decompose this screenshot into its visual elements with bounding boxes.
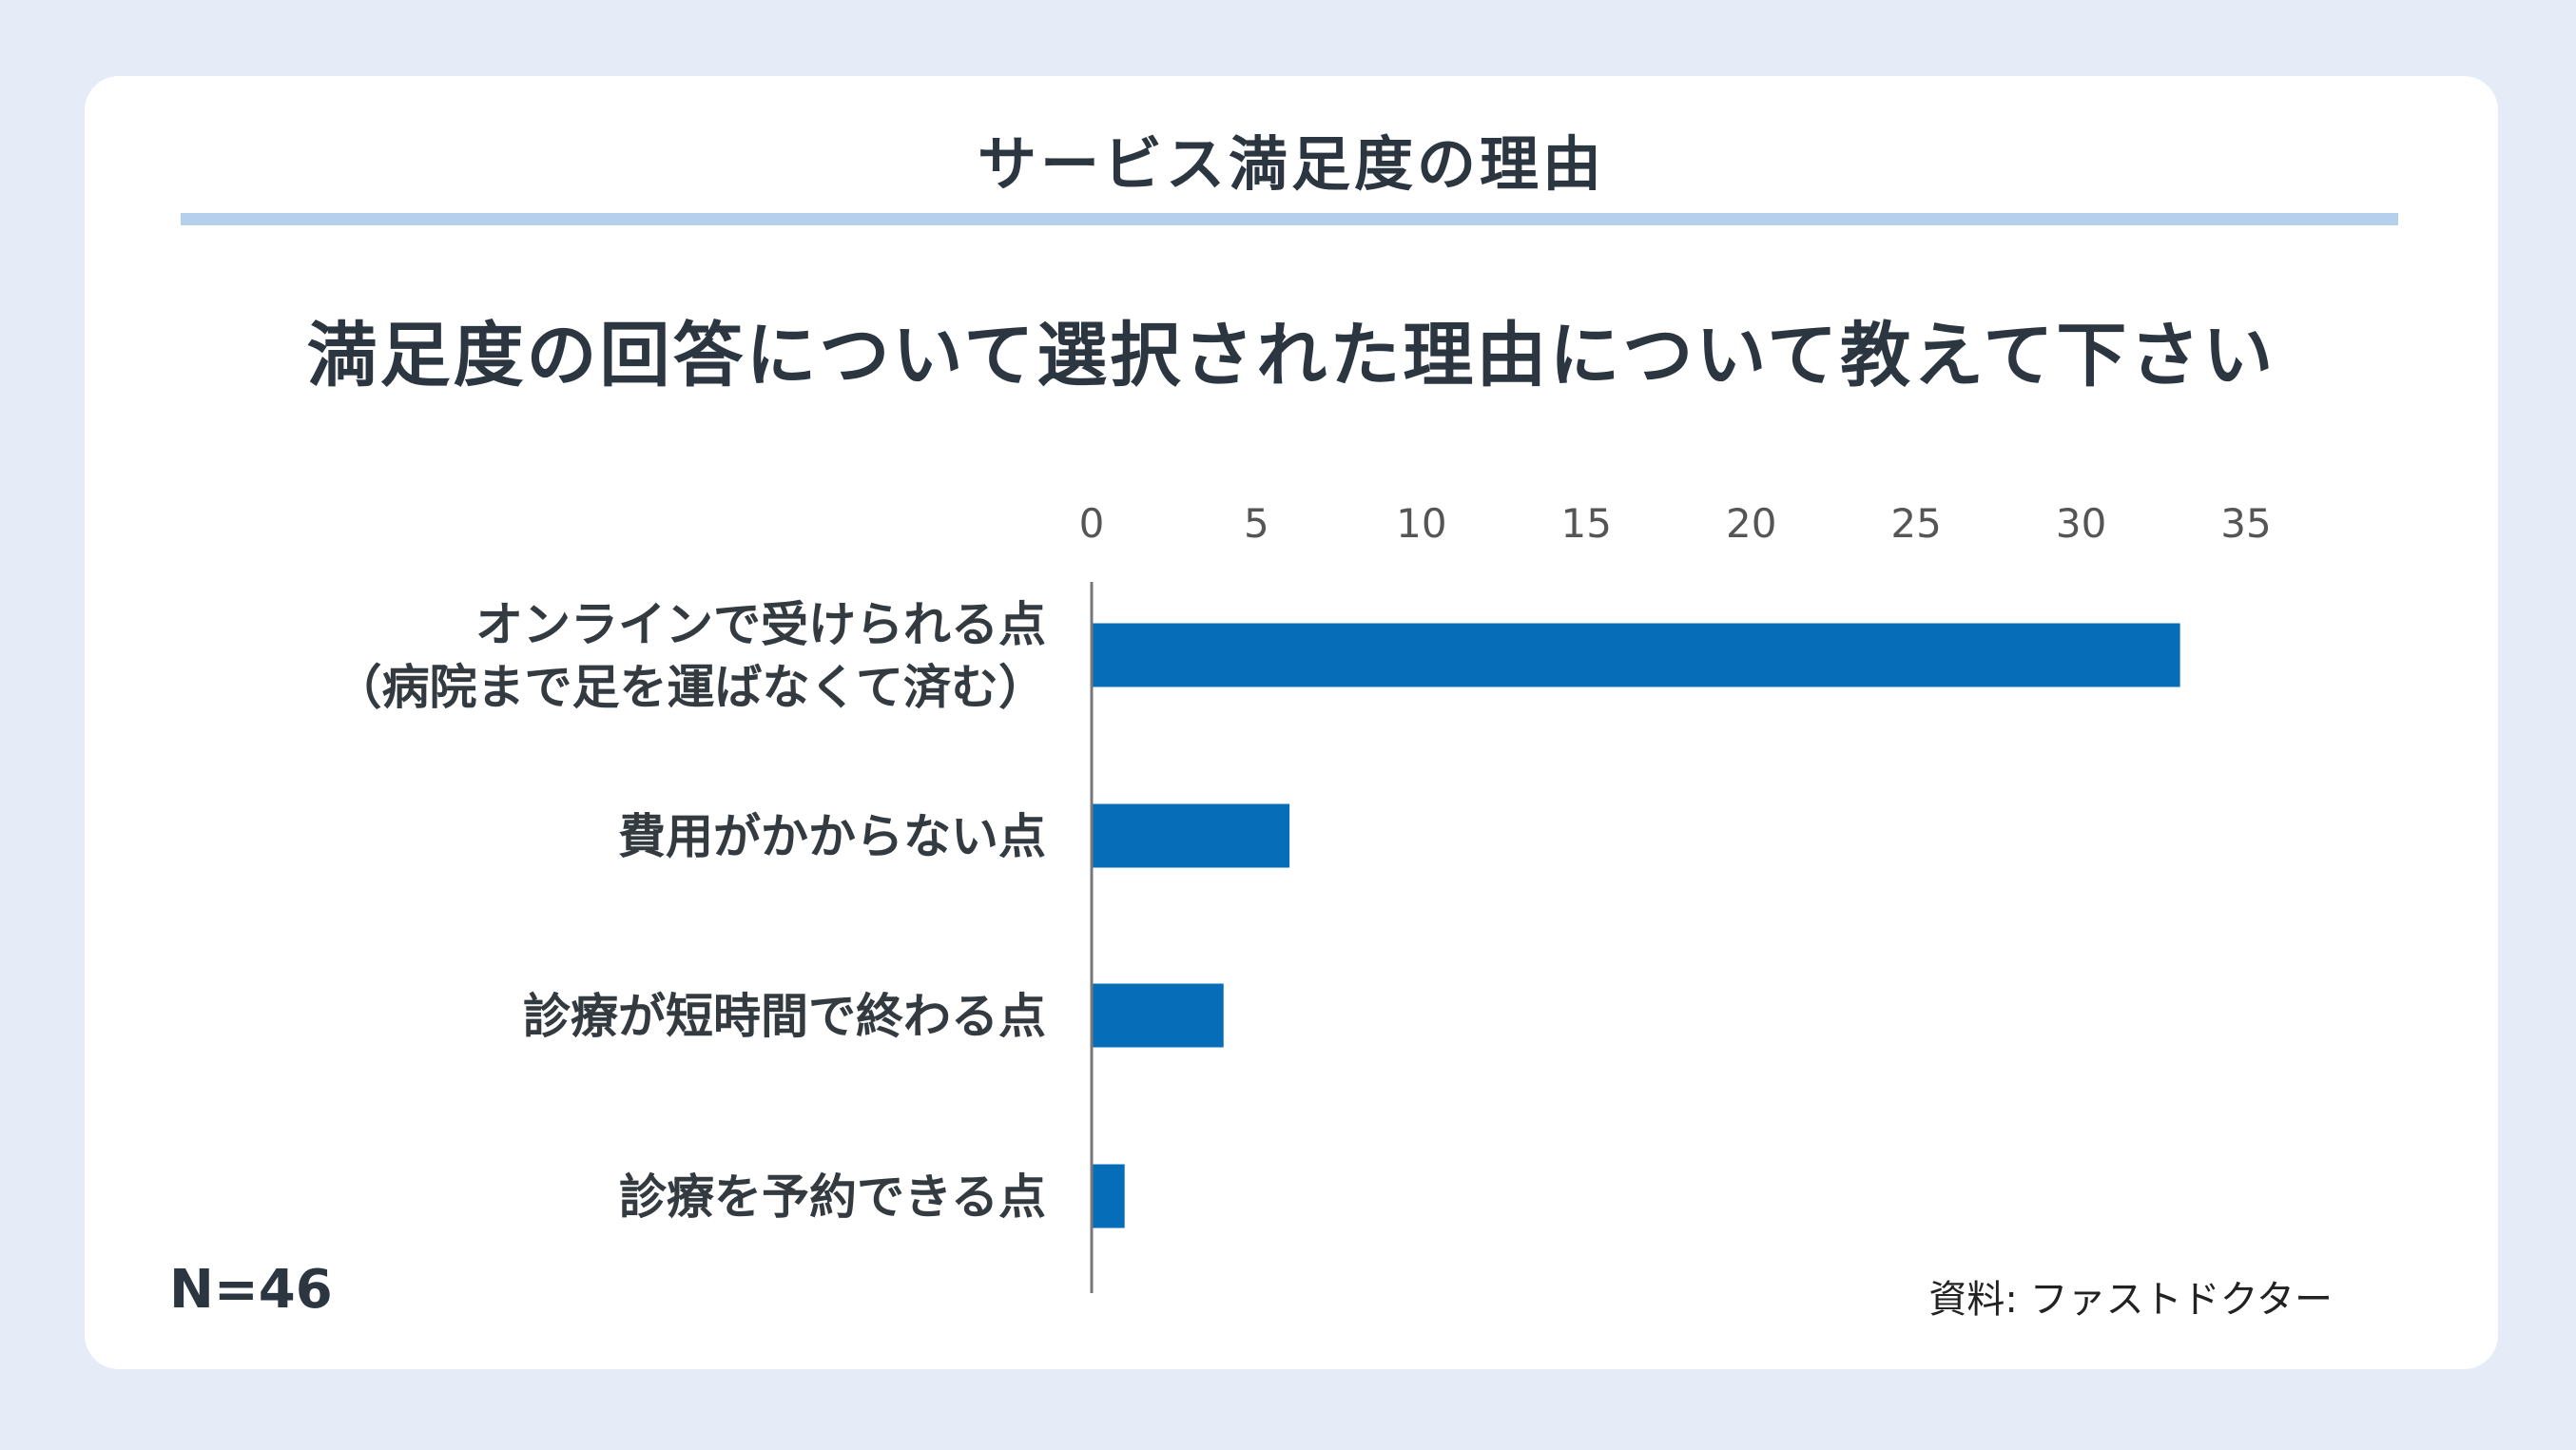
chart-card: サービス満足度の理由 満足度の回答について選択された理由について教えて下さい N…: [85, 76, 2498, 1369]
x-tick-label: 15: [1561, 500, 1612, 547]
bar-1: [1092, 623, 2180, 687]
source-label: 資料: ファストドクター: [1928, 1278, 2333, 1322]
category-label: 診療が短時間で終わる点: [523, 989, 1046, 1044]
sample-size-label: N=46: [169, 1259, 333, 1321]
x-tick-label: 10: [1396, 500, 1446, 547]
x-tick-label: 25: [1890, 500, 1941, 547]
survey-question: 満足度の回答について選択された理由について教えて下さい: [306, 315, 2276, 396]
category-label: 診療を予約できる点: [619, 1170, 1046, 1225]
title-divider: [181, 213, 2398, 225]
x-tick-label: 30: [2056, 500, 2106, 547]
x-tick-label: 20: [1726, 500, 1776, 547]
bar-4: [1092, 1164, 1125, 1228]
x-tick-label: 35: [2220, 500, 2271, 547]
bar-3: [1092, 983, 1224, 1048]
category-label: （病院まで足を運ばなくて済む）: [335, 660, 1047, 715]
category-label: オンラインで受けられる点: [475, 597, 1046, 652]
bar-2: [1092, 803, 1290, 868]
x-tick-label: 5: [1244, 500, 1269, 547]
x-tick-label: 0: [1079, 500, 1105, 547]
page-title: サービス満足度の理由: [977, 129, 1605, 199]
category-label: 費用がかからない点: [618, 809, 1046, 864]
